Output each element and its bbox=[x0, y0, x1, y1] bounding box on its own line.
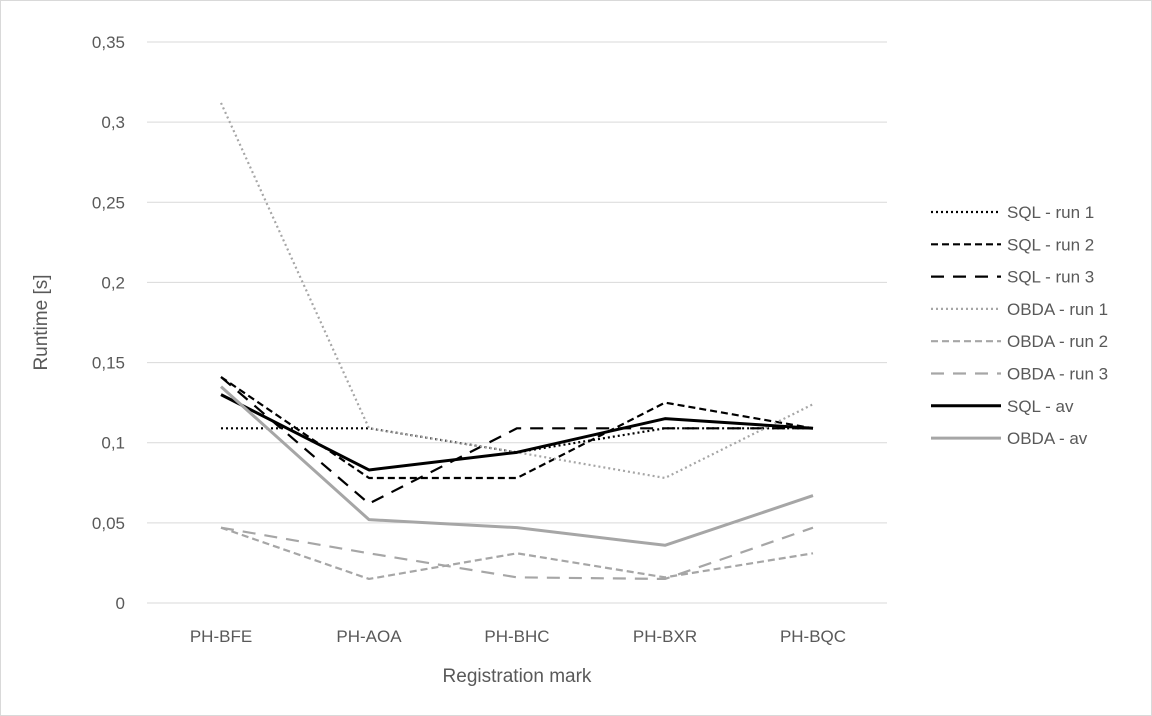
x-tick-label: PH-BQC bbox=[780, 627, 846, 646]
series-lines bbox=[219, 102, 814, 581]
y-tick-label: 0,3 bbox=[101, 113, 125, 132]
series-line-6 bbox=[220, 526, 814, 581]
legend-label: OBDA - av bbox=[1007, 429, 1088, 448]
y-tick-label: 0,15 bbox=[92, 354, 125, 373]
legend-label: OBDA - run 1 bbox=[1007, 300, 1108, 319]
y-tick-label: 0 bbox=[116, 594, 125, 613]
x-axis-ticks: PH-BFE PH-AOA PH-BHC PH-BXR PH-BQC bbox=[190, 627, 846, 646]
y-tick-label: 0,35 bbox=[92, 33, 125, 52]
legend-label: SQL - av bbox=[1007, 397, 1074, 416]
x-tick-label: PH-BFE bbox=[190, 627, 252, 646]
legend-label: SQL - run 2 bbox=[1007, 235, 1094, 254]
series-line-3 bbox=[220, 376, 813, 505]
series-line-5 bbox=[220, 526, 814, 581]
y-axis-ticks: 0 0,05 0,1 0,15 0,2 0,25 0,3 0,35 bbox=[92, 33, 125, 613]
legend: SQL - run 1 SQL - run 2 SQL - run 3 OBDA - … bbox=[931, 203, 1108, 448]
y-tick-label: 0,25 bbox=[92, 193, 125, 212]
legend-label: OBDA - run 3 bbox=[1007, 365, 1108, 384]
x-axis-title: Registration mark bbox=[443, 666, 592, 687]
x-tick-label: PH-BXR bbox=[633, 627, 697, 646]
y-axis-title: Runtime [s] bbox=[31, 274, 52, 370]
gridlines bbox=[147, 41, 887, 604]
legend-label: SQL - run 1 bbox=[1007, 203, 1094, 222]
y-tick-label: 0,2 bbox=[101, 273, 125, 292]
legend-label: OBDA - run 2 bbox=[1007, 332, 1108, 351]
y-tick-label: 0,05 bbox=[92, 514, 125, 533]
x-tick-label: PH-AOA bbox=[336, 627, 402, 646]
series-line-2 bbox=[220, 376, 814, 480]
series-line-8 bbox=[219, 385, 814, 547]
series-line-7 bbox=[220, 393, 814, 472]
y-tick-label: 0,1 bbox=[101, 434, 125, 453]
x-tick-label: PH-BHC bbox=[484, 627, 549, 646]
legend-label: SQL - run 3 bbox=[1007, 268, 1094, 287]
